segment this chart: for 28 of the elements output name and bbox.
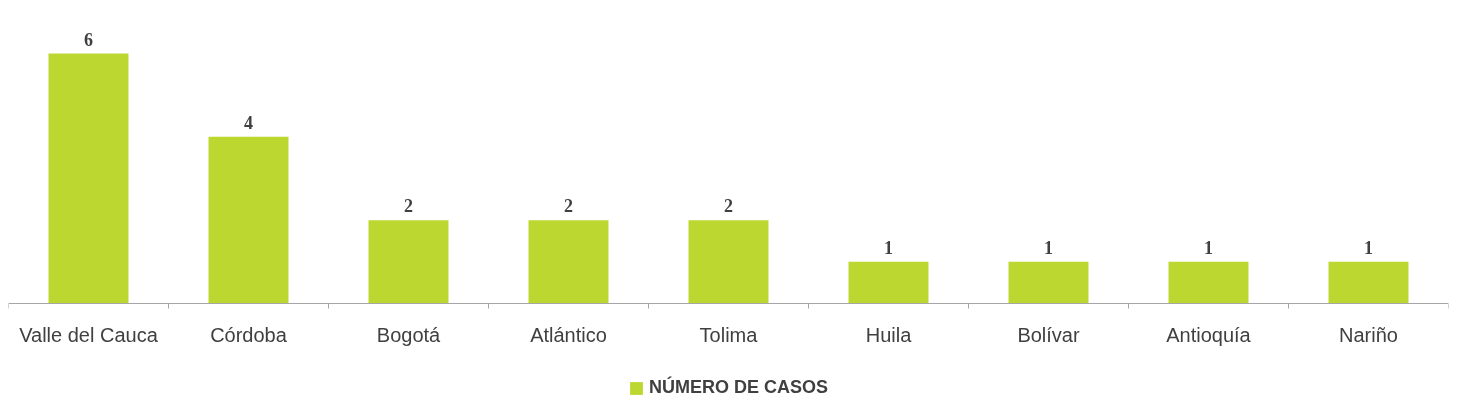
bar [1328, 261, 1409, 304]
bar [368, 220, 449, 304]
bar [208, 136, 289, 304]
x-tick-label: Valle del Cauca [19, 323, 159, 346]
x-tick-label: Antioquía [1166, 323, 1252, 346]
bar [528, 220, 609, 304]
bar [848, 261, 929, 304]
data-label: 2 [724, 196, 733, 217]
x-tick-label: Tolima [699, 323, 759, 346]
data-label: 1 [884, 237, 893, 258]
data-label: 2 [404, 196, 413, 217]
data-label: 2 [564, 196, 573, 217]
data-label: 1 [1364, 237, 1373, 258]
bar [1008, 261, 1089, 304]
bar [48, 53, 129, 304]
legend-label: NÚMERO DE CASOS [648, 377, 829, 398]
x-tick-label: Bolívar [1017, 323, 1080, 346]
data-label: 4 [244, 112, 253, 133]
bar [1168, 261, 1249, 304]
x-tick-label: Nariño [1339, 323, 1398, 346]
data-label: 1 [1044, 237, 1053, 258]
data-label: 1 [1204, 237, 1213, 258]
x-tick-label: Atlántico [530, 323, 607, 346]
x-tick-label: Bogotá [376, 323, 442, 346]
x-tick-label: Córdoba [210, 323, 288, 346]
bar [688, 220, 769, 304]
data-label: 6 [84, 29, 93, 50]
x-tick-label: Huila [865, 323, 913, 346]
